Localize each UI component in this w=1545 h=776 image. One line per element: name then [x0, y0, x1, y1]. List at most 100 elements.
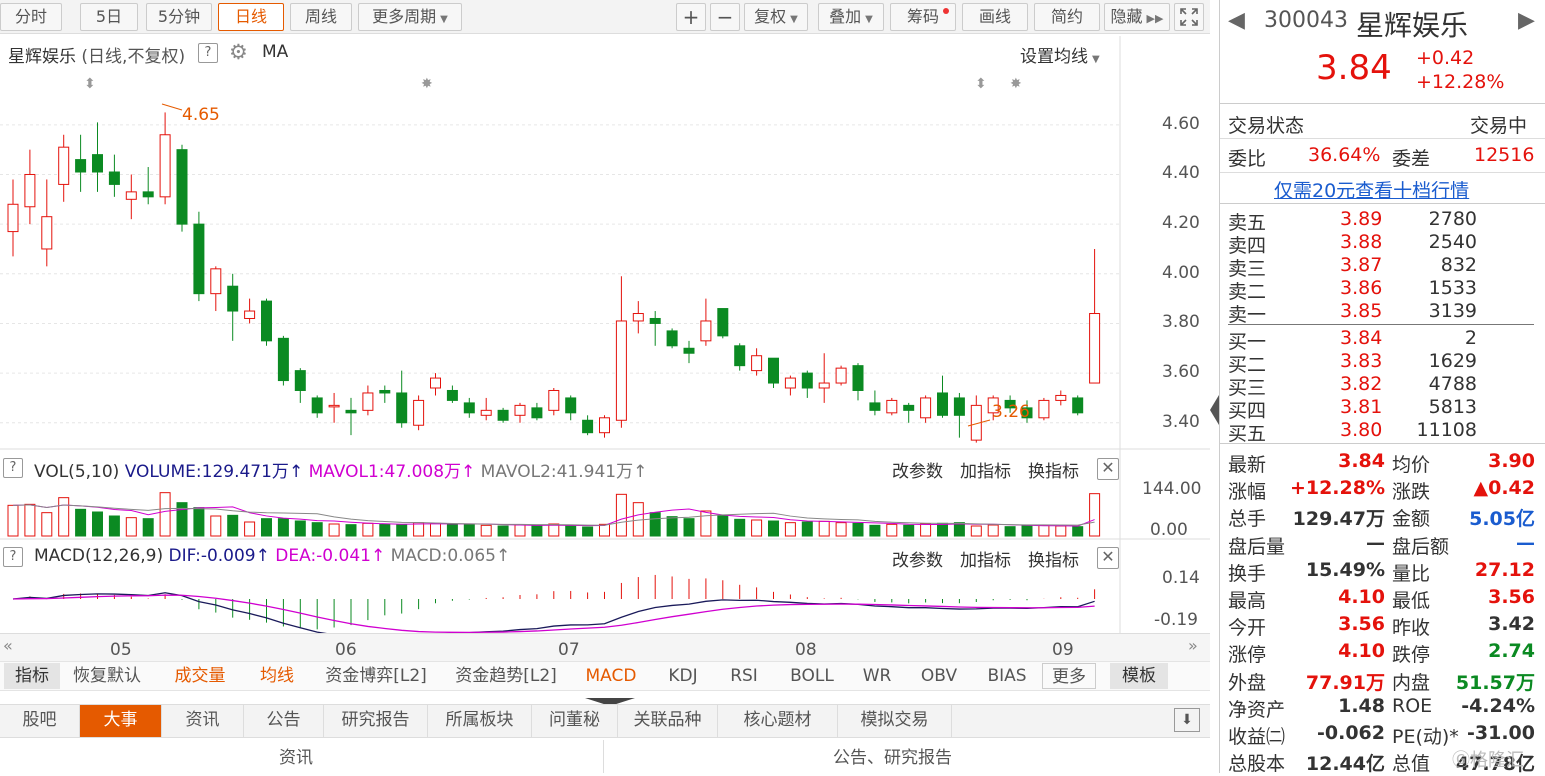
- vol-edit-params-button[interactable]: 改参数: [892, 462, 943, 482]
- tab-1[interactable]: 分时: [0, 3, 62, 31]
- hide-button[interactable]: 隐藏 ▶▶: [1104, 3, 1170, 31]
- volume-bar: [920, 523, 932, 537]
- vol-add-indicator-button[interactable]: 加指标: [960, 462, 1011, 482]
- ma-settings-dropdown[interactable]: 设置均线 ▼: [1020, 42, 1100, 67]
- indicator-3[interactable]: 成交量: [174, 666, 226, 686]
- collapse-handle-icon[interactable]: [585, 691, 635, 706]
- ask-label: 卖二: [1228, 281, 1267, 303]
- indicator-1[interactable]: 指标: [4, 663, 60, 689]
- candle-body: [768, 357, 779, 384]
- candle-body: [1089, 313, 1101, 384]
- indicator-15[interactable]: 模板: [1110, 663, 1168, 689]
- tab-4[interactable]: 日线: [218, 3, 284, 31]
- quote-label: 今开: [1228, 617, 1267, 640]
- macd-add-indicator-button[interactable]: 加指标: [960, 551, 1011, 571]
- x-label: 05: [110, 640, 132, 660]
- bottom-tab-9[interactable]: 核心题材: [718, 705, 838, 737]
- event-marker-icon[interactable]: ✸: [421, 76, 433, 92]
- quote-label: 总股本: [1228, 753, 1286, 776]
- candle-body: [1072, 397, 1084, 414]
- indicator-14[interactable]: 更多: [1042, 663, 1096, 689]
- collapse-right-panel-icon[interactable]: [1210, 395, 1219, 425]
- bottom-tab-4[interactable]: 公告: [244, 705, 324, 737]
- ask-price: 3.89: [1340, 208, 1383, 230]
- help-icon[interactable]: ?: [198, 43, 218, 63]
- candle-body: [193, 223, 205, 295]
- volume-bar: [108, 515, 120, 537]
- volume-bar: [75, 508, 87, 537]
- candle-body: [159, 134, 171, 198]
- help-icon[interactable]: ?: [3, 458, 23, 478]
- tab-2[interactable]: 5日: [80, 3, 138, 31]
- bottom-tab-8[interactable]: 关联品种: [618, 705, 718, 737]
- price-axis-label: 4.20: [1162, 213, 1200, 234]
- low-price-label: 3.26: [992, 402, 1030, 422]
- bid-label: 买三: [1228, 377, 1267, 399]
- indicator-12[interactable]: OBV: [920, 666, 958, 686]
- tab-5[interactable]: 周线: [290, 3, 352, 31]
- bottom-tab-6[interactable]: 所属板块: [428, 705, 532, 737]
- price-change-pct: +12.28%: [1416, 71, 1505, 93]
- indicator-8[interactable]: KDJ: [668, 666, 698, 686]
- draw-line-button[interactable]: 画线: [962, 3, 1028, 31]
- vol-swap-indicator-button[interactable]: 换指标: [1028, 462, 1079, 482]
- bottom-tab-5[interactable]: 研究报告: [324, 705, 428, 737]
- gear-icon[interactable]: ⚙: [229, 40, 248, 64]
- bottom-tab-7[interactable]: 问董秘: [532, 705, 618, 737]
- scroll-left-icon[interactable]: «: [3, 636, 13, 655]
- indicator-7[interactable]: MACD: [585, 666, 637, 686]
- close-icon[interactable]: ✕: [1097, 547, 1119, 569]
- bid-price: 3.84: [1340, 327, 1383, 349]
- level2-link[interactable]: 仅需20元查看十档行情: [1274, 180, 1470, 202]
- candle-body: [903, 404, 915, 411]
- overlay-button[interactable]: 叠加 ▼: [818, 3, 884, 31]
- scroll-right-icon[interactable]: »: [1188, 636, 1198, 655]
- volume-bar: [125, 517, 137, 537]
- indicator-6[interactable]: 资金趋势[L2]: [455, 666, 557, 686]
- bid-volume: 2: [1464, 327, 1477, 349]
- candle-body: [362, 392, 374, 411]
- candle-body: [480, 409, 492, 416]
- volume-bar: [1038, 524, 1050, 537]
- macd-edit-params-button[interactable]: 改参数: [892, 551, 943, 571]
- download-icon[interactable]: ⬇: [1174, 708, 1200, 732]
- next-stock-icon[interactable]: ▶: [1518, 8, 1535, 33]
- indicator-5[interactable]: 资金博弈[L2]: [325, 666, 427, 686]
- help-icon[interactable]: ?: [3, 547, 23, 567]
- candle-body: [41, 216, 53, 250]
- volume-bar: [413, 522, 425, 537]
- indicator-4[interactable]: 均线: [260, 666, 294, 686]
- indicator-2[interactable]: 恢复默认: [73, 666, 141, 686]
- x-axis-bar: [0, 633, 1210, 661]
- indicator-10[interactable]: BOLL: [790, 666, 834, 686]
- watermark: Ⓖ格隆汇: [1452, 746, 1524, 772]
- prev-stock-icon[interactable]: ◀: [1228, 8, 1245, 33]
- price-axis-label: 4.00: [1162, 262, 1200, 283]
- simple-mode-button[interactable]: 简约: [1034, 3, 1100, 31]
- bottom-tab-3[interactable]: 资讯: [162, 705, 244, 737]
- chips-button[interactable]: 筹码: [890, 3, 956, 31]
- zoom-in-button[interactable]: +: [676, 3, 706, 31]
- event-marker-icon[interactable]: ✸: [1010, 76, 1022, 92]
- candle-body: [413, 399, 425, 426]
- event-marker-icon[interactable]: ⬍: [975, 76, 987, 92]
- quote-value: -4.24%: [1461, 694, 1535, 717]
- volume-bar: [835, 522, 847, 537]
- bottom-tab-1[interactable]: 股吧: [0, 705, 80, 737]
- indicator-11[interactable]: WR: [862, 666, 892, 686]
- tab-6[interactable]: 更多周期 ▼: [358, 3, 462, 31]
- indicator-9[interactable]: RSI: [730, 666, 758, 686]
- close-icon[interactable]: ✕: [1097, 458, 1119, 480]
- restore-rights-button[interactable]: 复权 ▼: [744, 3, 808, 31]
- event-marker-icon[interactable]: ⬍: [84, 76, 96, 92]
- zoom-out-button[interactable]: −: [710, 3, 740, 31]
- indicator-13[interactable]: BIAS: [987, 666, 1027, 686]
- arrow-up-icon: ↑: [461, 462, 476, 482]
- trading-status: 交易中: [1470, 115, 1528, 137]
- tab-3[interactable]: 5分钟: [146, 3, 212, 31]
- bottom-tab-2[interactable]: 大事: [80, 705, 162, 737]
- stock-chart[interactable]: ⬍ ✸ ⬍ ✸: [0, 36, 1210, 656]
- bottom-tab-10[interactable]: 模拟交易: [838, 705, 952, 737]
- expand-icon[interactable]: [1174, 3, 1204, 31]
- macd-swap-indicator-button[interactable]: 换指标: [1028, 551, 1079, 571]
